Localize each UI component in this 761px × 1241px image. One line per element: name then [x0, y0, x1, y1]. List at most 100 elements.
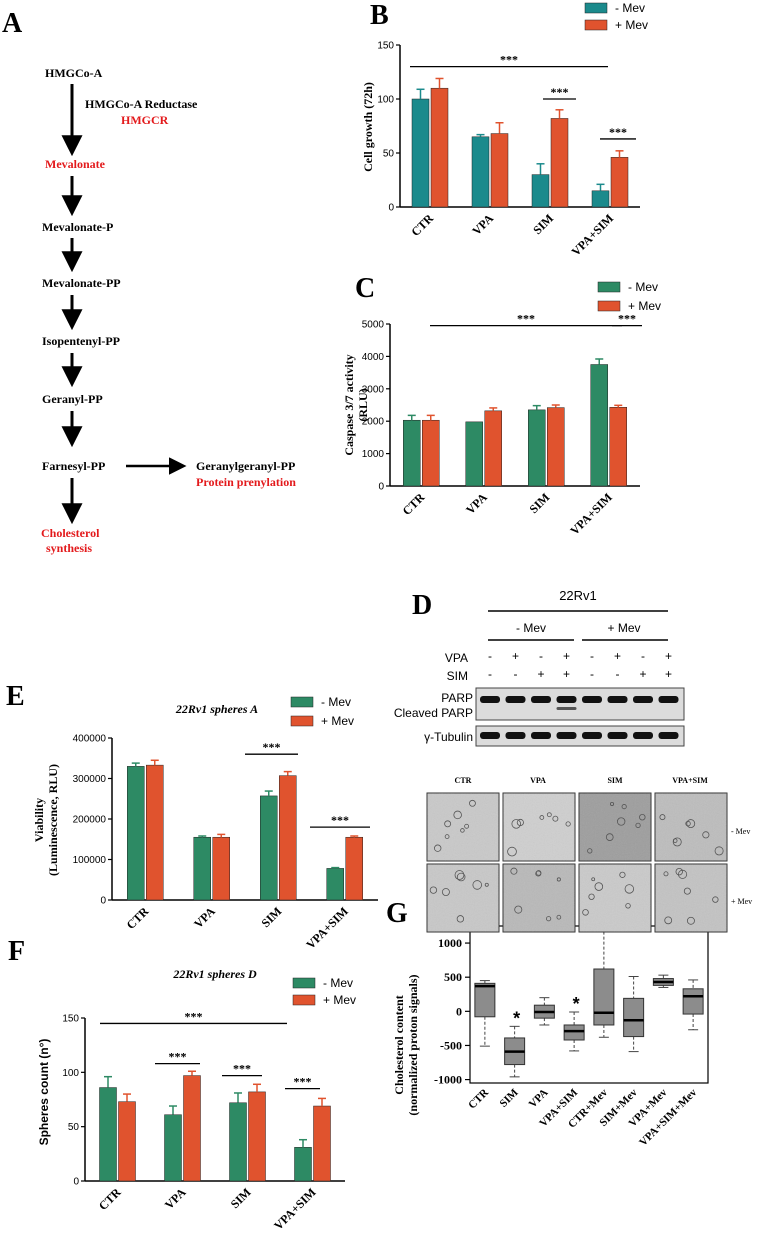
legend-swatch [584, 19, 608, 31]
blot-group-plus-mev: + Mev [607, 621, 640, 635]
sphere-cell [686, 819, 696, 828]
sphere-cell [683, 887, 691, 895]
sphere-cell [469, 799, 476, 807]
blot-sim-sign: + [639, 667, 646, 681]
legend-swatch [290, 715, 314, 727]
legend-swatch [292, 977, 316, 989]
y-tick-label: 50 [383, 149, 395, 160]
y-tick-label: 400000 [73, 734, 107, 745]
y-tick-label: 500 [444, 970, 462, 984]
x-tick-label: SIM [498, 1086, 522, 1110]
sphere-cell [464, 823, 470, 829]
bar [164, 1114, 182, 1182]
blot-band-tubulin [633, 732, 653, 739]
sphere-cell [507, 846, 517, 857]
sphere-cell [456, 915, 465, 923]
y-tick-label: 0 [388, 203, 394, 214]
y-tick-label: 4000 [362, 352, 385, 363]
y-tick-label: 0 [456, 1004, 462, 1018]
micrograph-texture [579, 793, 651, 861]
bar [610, 157, 629, 208]
chart-b-cell-growth: 0 50 100 150 CTR VPA SIM VPA+SIM *** *** *** - Mev +… [377, 1, 648, 259]
y-tick-label: 1000 [438, 936, 462, 950]
blot-vpa-sign: + [665, 649, 672, 663]
blot-vpa-sign: - [641, 649, 645, 663]
legend-swatch [584, 2, 608, 14]
bar [403, 419, 421, 487]
y-tick-label: 150 [62, 1014, 79, 1025]
chart-g-ylabel-line1: Cholesterol content [392, 995, 406, 1094]
legend-swatch [597, 281, 621, 293]
sphere-cell [582, 909, 589, 916]
panel-letter-a: A [2, 8, 23, 39]
y-tick-label: 0 [100, 896, 106, 907]
significance-label: *** [618, 312, 636, 326]
y-tick-label: 100000 [73, 855, 107, 866]
significance-label: *** [294, 1075, 312, 1089]
micro-row-minus-mev: - Mev [731, 827, 750, 836]
sphere-cell [594, 882, 604, 891]
sphere-cell [456, 872, 466, 882]
y-tick-label: 100 [62, 1068, 79, 1079]
y-tick-label: 3000 [362, 384, 385, 395]
x-tick-label: VPA [527, 1087, 551, 1111]
sphere-cell [539, 815, 545, 820]
x-tick-label: CTR [96, 1185, 124, 1213]
bar [490, 133, 509, 208]
blot-sim-sign: + [537, 667, 544, 681]
panel-letter-d: D [412, 590, 432, 621]
blot-vpa-sign: - [488, 649, 492, 663]
panel-letter-f: F [8, 936, 25, 967]
pathway-end-line2: synthesis [46, 541, 92, 555]
blot-band-tubulin [531, 732, 551, 739]
bar [326, 868, 344, 901]
blot-band-tubulin [480, 732, 500, 739]
bar [465, 421, 483, 487]
sphere-cell [535, 870, 542, 877]
blot-band-parp [582, 696, 602, 703]
y-tick-label: 200000 [73, 815, 107, 826]
blot-band-parp [480, 696, 500, 703]
x-tick-label: SIM [526, 490, 552, 516]
sphere-cell [659, 814, 666, 821]
sphere-cell [591, 877, 596, 882]
bar [294, 1147, 312, 1182]
sphere-cell [510, 867, 518, 875]
bar [484, 410, 502, 487]
box [593, 968, 615, 1026]
significance-label: *** [263, 740, 281, 754]
legend-label: + Mev [323, 993, 356, 1007]
legend-label: + Mev [321, 714, 354, 728]
x-tick-label: VPA [191, 904, 218, 931]
bar [411, 98, 430, 208]
sphere-cell [453, 810, 462, 820]
legend-swatch [290, 696, 314, 708]
bar [471, 136, 490, 208]
blot-band-tubulin [556, 732, 577, 739]
blot-band-label-cleaved: Cleaved PARP [394, 706, 473, 720]
significance-label: *** [233, 1062, 251, 1076]
chart-e-viability: 0 100000 200000 300000 400000 CTR VPA SIM VPA+SI… [73, 695, 378, 952]
pathway-step-hmgcoa: HMGCo-A [45, 66, 103, 80]
bar [248, 1091, 266, 1182]
x-tick-label: SIM [258, 904, 284, 930]
sphere-cell [546, 812, 552, 818]
x-tick-label: VPA+SIM [271, 1185, 319, 1233]
chart-c-ylabel-line1: Caspase 3/7 activity [342, 354, 356, 455]
micro-col-vpa: VPA [530, 776, 546, 785]
sphere-cell [635, 822, 641, 828]
sphere-cell [609, 802, 615, 807]
bar [422, 419, 440, 487]
sphere-cell [675, 867, 683, 876]
micrograph-texture [503, 793, 575, 861]
pathway-step-isopentenyl-pp: Isopentenyl-PP [42, 334, 120, 348]
chart-g-ylabel-line2: (normalized proton signals) [406, 974, 420, 1115]
y-tick-label: -1000 [434, 1073, 462, 1087]
bar [99, 1087, 117, 1182]
blot-row-vpa-label: VPA [445, 651, 468, 665]
legend-swatch [597, 300, 621, 312]
x-tick-label: VPA [469, 211, 496, 238]
blot-band-tubulin [505, 732, 526, 739]
micrograph-texture [655, 864, 727, 932]
sphere-cell [472, 880, 483, 890]
